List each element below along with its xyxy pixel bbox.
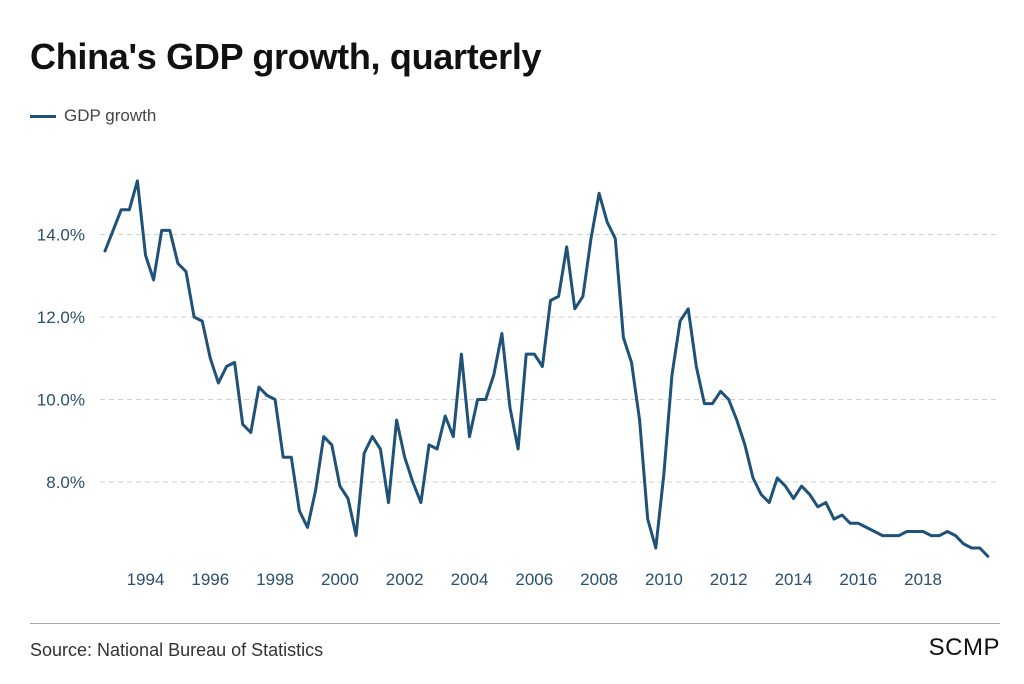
x-tick-label: 1994: [127, 570, 165, 589]
y-tick-label: 14.0%: [37, 226, 85, 245]
source-note: Source: National Bureau of Statistics: [30, 640, 324, 660]
x-tick-label: 2016: [839, 570, 877, 589]
legend-label: GDP growth: [64, 106, 157, 125]
brand-logo: SCMP: [928, 634, 1000, 661]
series-line: [103, 179, 990, 558]
y-tick-label: 8.0%: [46, 473, 85, 492]
x-tick-label: 2014: [775, 570, 813, 589]
x-tick-label: 2004: [451, 570, 489, 589]
gridlines: [100, 234, 1000, 483]
x-tick-label: 2010: [645, 570, 683, 589]
x-tick-label: 2012: [710, 570, 748, 589]
y-tick-label: 10.0%: [37, 391, 85, 410]
legend: GDP growth: [30, 106, 156, 126]
legend-swatch: [30, 114, 56, 118]
y-tick-label: 12.0%: [37, 308, 85, 327]
x-tick-label: 1998: [256, 570, 294, 589]
x-tick-label: 2006: [515, 570, 553, 589]
x-tick-label: 1996: [191, 570, 229, 589]
x-tick-label: 2008: [580, 570, 618, 589]
y-axis-ticks: 8.0% 10.0% 12.0% 14.0%: [37, 226, 85, 493]
x-tick-label: 2000: [321, 570, 359, 589]
chart-title: China's GDP growth, quarterly: [30, 36, 542, 77]
x-tick-label: 2018: [904, 570, 942, 589]
series-group: [103, 179, 990, 558]
footer-divider: [30, 623, 1000, 624]
x-tick-label: 2002: [386, 570, 424, 589]
x-axis-ticks: 1994 1996 1998 2000 2002 2004 2006 2008 2010 2012…: [127, 570, 942, 589]
